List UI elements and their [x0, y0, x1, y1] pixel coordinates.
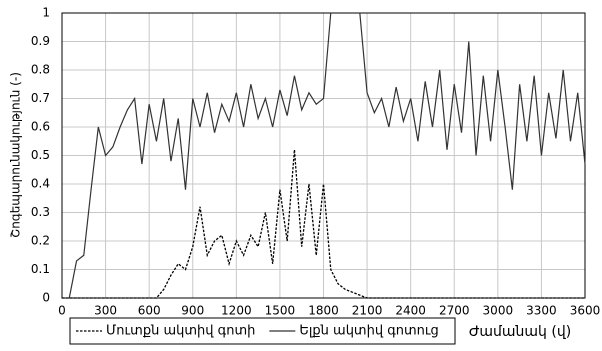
- x-tick-label: 2100: [352, 304, 383, 318]
- x-tick-label: 300: [94, 304, 117, 318]
- y-tick-label: 0.3: [31, 205, 50, 219]
- x-tick-label: 1500: [265, 304, 296, 318]
- x-tick-label: 2400: [395, 304, 426, 318]
- x-tick-label: 2700: [439, 304, 470, 318]
- x-tick-label: 3600: [570, 304, 601, 318]
- y-axis-label: Շոգեպարունակություն (-): [9, 72, 23, 238]
- y-tick-label: 0.1: [31, 262, 50, 276]
- y-tick-label: 0.8: [31, 63, 50, 77]
- legend: Մուտքն ակտիվ գոտի Ելքն ակտիվ գոտուց: [69, 317, 456, 345]
- y-tick-label: 0.6: [31, 120, 50, 134]
- y-tick-label: 0: [42, 291, 50, 305]
- x-axis-label: Ժամանակ (վ): [469, 324, 571, 340]
- y-tick-label: 0.9: [31, 34, 50, 48]
- y-tick-label: 1: [42, 6, 50, 20]
- y-tick-label: 0.7: [31, 91, 50, 105]
- x-tick-label: 3000: [483, 304, 514, 318]
- data-line: [68, 12, 586, 299]
- x-tick-label: 1800: [308, 304, 339, 318]
- legend-label: Ելքն ակտիվ գոտուց: [299, 324, 438, 339]
- legend-label: Մուտքն ակտիվ գոտի: [106, 324, 255, 339]
- x-tick-label: 600: [138, 304, 161, 318]
- y-tick-label: 0.4: [31, 177, 50, 191]
- plot-frame: [61, 12, 586, 299]
- x-tick-label: 1200: [221, 304, 252, 318]
- y-tick-label: 0.2: [31, 234, 50, 248]
- y-tick-label: 0.5: [31, 148, 50, 162]
- x-tick-label: 3300: [526, 304, 557, 318]
- legend-box: [69, 317, 456, 345]
- x-tick-label: 0: [58, 304, 66, 318]
- data-line: [62, 149, 585, 299]
- x-tick-label: 900: [181, 304, 204, 318]
